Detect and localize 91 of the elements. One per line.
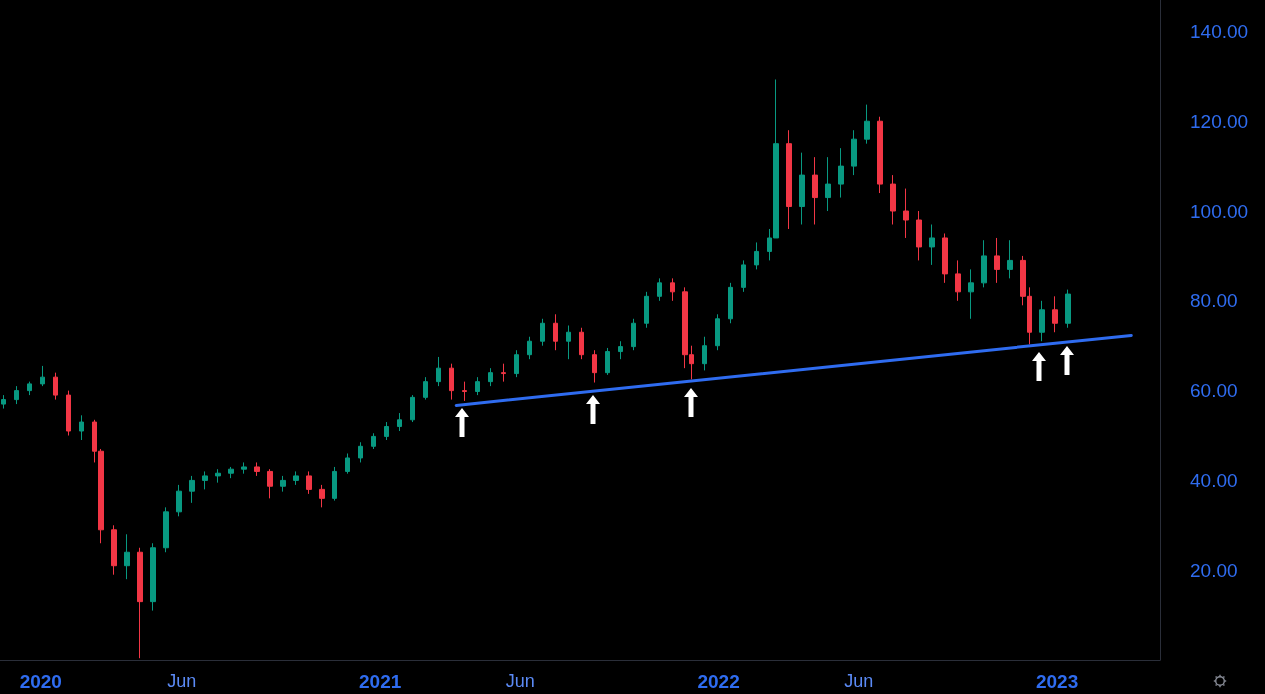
candlestick [618,340,623,360]
candlestick [877,116,883,194]
candlestick [189,475,195,504]
candlestick [241,461,247,475]
candlestick [644,291,649,329]
candlestick [968,268,974,320]
candlestick [566,325,571,360]
candlestick [851,129,857,176]
candlestick [1039,300,1045,342]
candlestick [488,367,493,387]
y-tick-label: 80.00 [1190,290,1238,312]
candlestick [838,147,844,199]
candlestick [449,363,454,401]
y-tick-label: 40.00 [1190,469,1238,491]
x-tick-label: 2021 [359,671,402,692]
candlestick [397,412,402,432]
candlestick [111,524,117,576]
candlestick [579,327,584,360]
candlestick [702,336,707,371]
y-tick-label: 120.00 [1190,110,1249,132]
candlestick [306,470,312,495]
candlestick [436,356,441,387]
candlestick [864,104,870,145]
candlestick [1,394,6,410]
x-tick-label: Jun [167,671,197,691]
candlestick [527,336,532,360]
candlestick [553,313,558,351]
x-tick-label: 2020 [19,671,62,692]
candlestick [423,376,428,401]
candlestick [410,394,415,423]
candlestick [27,381,32,396]
candlestick [605,347,610,376]
candlestick [799,152,805,225]
candlestick [137,547,143,659]
candlestick [890,174,896,225]
candlestick [176,484,182,517]
candlestick [53,372,58,401]
candlestick [462,381,467,402]
candlestick [631,318,636,351]
candlestick [163,506,169,553]
candlestick [293,470,299,486]
candlestick [202,470,208,490]
candlestick [994,237,1000,284]
candlestick [254,461,260,477]
candlestick [319,484,325,508]
candlestick [825,156,831,212]
candlestick [929,223,935,266]
candlestick [345,452,350,475]
candlestick [358,441,363,463]
candlestick [786,129,792,230]
candlestick [728,282,733,324]
x-tick-label: 2022 [697,671,740,692]
candlestick [40,365,45,387]
candlestick [670,277,675,302]
y-tick-label: 140.00 [1190,20,1249,42]
candlestick [1065,289,1071,329]
candlestick [215,468,221,484]
candlestick [812,156,818,225]
candlestick [955,259,961,302]
candlestick [916,210,922,261]
candlestick [150,542,156,612]
candlestick [384,421,389,441]
candlestick [741,259,746,293]
candlestick [514,349,519,378]
candlestick [475,376,480,396]
candlestick [592,349,597,384]
x-tick-label: 2023 [1035,671,1079,692]
candlestick [14,385,19,405]
candlestick [903,188,909,239]
y-tick-label: 60.00 [1190,380,1238,402]
candlestick [981,239,987,288]
y-tick-label: 100.00 [1190,200,1249,222]
candlestick [79,414,84,441]
candlestick [371,432,376,450]
candlestick [1007,239,1013,279]
candlestick [124,533,130,580]
candlestick [280,475,286,493]
x-tick-label: Jun [505,671,535,691]
candlestick [754,241,759,270]
candlestick [540,318,545,347]
candlestick [942,232,948,284]
candlestick [66,390,71,437]
candlestick [657,277,662,302]
candlestick [1052,295,1058,333]
candlestick [332,466,337,502]
candlestick [501,363,506,383]
y-tick-label: 20.00 [1190,559,1238,581]
x-tick-label: Jun [844,671,874,691]
candlestick [228,466,234,479]
candlestick [267,468,273,499]
candlestick [715,313,720,351]
